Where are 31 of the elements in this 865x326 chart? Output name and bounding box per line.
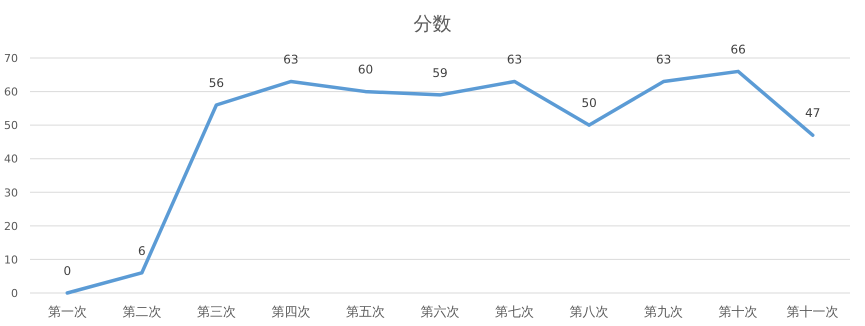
data-label: 63	[506, 52, 522, 66]
x-tick-label: 第十次	[718, 305, 758, 320]
data-label: 60	[358, 62, 374, 77]
data-label: 6	[138, 244, 146, 258]
x-tick-label: 第八次	[570, 305, 609, 320]
x-tick-label: 第九次	[644, 305, 684, 320]
y-tick-label: 10	[4, 253, 18, 266]
data-label: 0	[63, 264, 72, 278]
x-tick-label: 第四次	[271, 305, 310, 320]
x-tick-label: 第六次	[420, 305, 460, 320]
x-tick-label: 第二次	[122, 305, 162, 320]
y-tick-label: 20	[4, 220, 18, 233]
x-tick-label: 第三次	[196, 305, 236, 320]
data-label: 59	[432, 66, 448, 80]
x-tick-label: 第五次	[346, 305, 385, 320]
data-label: 63	[283, 52, 299, 66]
x-tick-label: 第十一次	[786, 305, 839, 320]
data-label: 50	[581, 96, 597, 110]
data-label: 66	[730, 42, 746, 56]
data-label: 47	[805, 106, 820, 120]
y-tick-label: 60	[4, 86, 18, 99]
data-label: 56	[208, 76, 224, 90]
y-tick-label: 30	[4, 186, 18, 200]
x-tick-label: 第一次	[48, 305, 87, 320]
y-tick-label: 0	[11, 287, 18, 300]
y-tick-label: 50	[4, 119, 18, 132]
data-label: 63	[656, 52, 672, 66]
chart-title: 分数	[414, 13, 452, 35]
y-tick-label: 40	[4, 152, 18, 166]
y-tick-label: 70	[4, 52, 18, 65]
x-tick-label: 第七次	[495, 305, 534, 320]
